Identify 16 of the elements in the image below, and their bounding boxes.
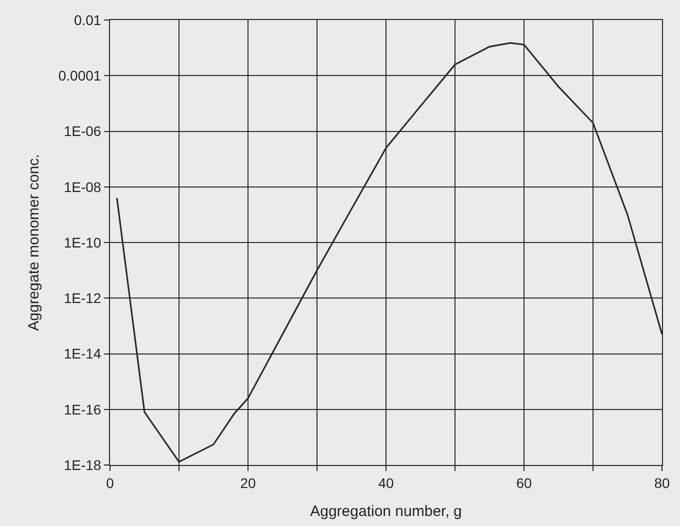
y-tick-label: 1E-12 [64, 290, 102, 306]
y-tick-label: 1E-18 [64, 456, 102, 473]
x-tick-label: 80 [654, 474, 670, 491]
y-tick-label: 1E-08 [64, 178, 102, 195]
x-tick-label: 20 [240, 474, 256, 491]
y-tick-label: 0.0001 [58, 68, 102, 84]
y-tick-label: 1E-14 [64, 346, 102, 362]
x-axis-title: Aggregation number, g [310, 502, 462, 520]
y-tick-label: 1E-16 [64, 401, 102, 418]
x-tick-label: 40 [378, 474, 394, 491]
x-tick-label: 0 [106, 474, 114, 491]
x-tick-label: 60 [516, 474, 532, 491]
y-tick-label: 1E-06 [64, 123, 102, 140]
y-axis-title: Aggregate monomer conc. [26, 154, 43, 331]
y-tick-label: 1E-10 [64, 234, 102, 250]
y-tick-label: 0.01 [74, 12, 102, 28]
